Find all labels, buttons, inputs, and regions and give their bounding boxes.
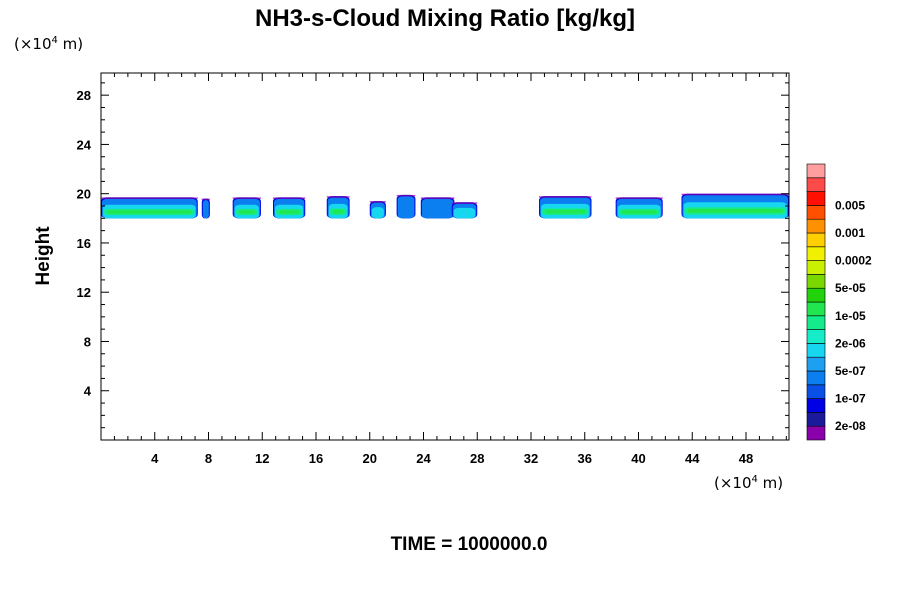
y-tick-label: 4 xyxy=(84,384,92,399)
cloud-blob xyxy=(273,197,306,219)
colorbar-swatch xyxy=(806,329,826,344)
colorbar: 2e-08 1e-07 5e-07 2e-06 1e-05 5e-05 0.0002 0.00… xyxy=(806,163,872,441)
colorbar-label: 5e-07 xyxy=(835,364,866,378)
colorbar-swatch xyxy=(806,412,826,427)
x-tick-label: 44 xyxy=(685,451,700,466)
x-axis-ticks: 4 8 12 16 20 24 28 32 36 40 44 48 xyxy=(113,73,787,466)
cloud-layer-mid xyxy=(202,200,209,219)
colorbar-swatch xyxy=(806,191,826,206)
x-tick-label: 16 xyxy=(309,451,323,466)
y-axis-unit: (×104 m) xyxy=(14,35,83,53)
cloud-layer-core xyxy=(621,210,657,214)
colorbar-swatch xyxy=(806,232,826,248)
cloud-layer-core xyxy=(332,209,344,214)
cloud-blob xyxy=(396,194,416,219)
colorbar-swatch xyxy=(806,260,826,275)
time-label: TIME = 1000000.0 xyxy=(391,534,548,555)
cloud-layer-top-edge xyxy=(539,196,592,198)
cloud-blob xyxy=(101,197,198,219)
cloud-layer-top-edge xyxy=(326,196,350,198)
cloud-layer-top-edge xyxy=(396,194,416,197)
y-axis-label: Height xyxy=(33,226,54,286)
y-tick-label: 16 xyxy=(77,236,91,251)
colorbar-swatch xyxy=(806,218,826,234)
colorbar-label: 0.001 xyxy=(835,226,865,240)
x-tick-label: 12 xyxy=(255,451,269,466)
cloud-layer-cyan xyxy=(371,207,384,219)
cloud-layer-top-edge xyxy=(420,197,455,199)
x-tick-label: 32 xyxy=(524,451,538,466)
colorbar-swatch xyxy=(806,246,826,261)
cloud-layer-top-edge xyxy=(681,193,789,196)
cloud-layer xyxy=(101,193,789,219)
colorbar-label: 0.005 xyxy=(835,198,865,212)
cloud-blob xyxy=(420,197,455,219)
colorbar-swatch xyxy=(806,343,826,358)
colorbar-swatch xyxy=(806,398,826,413)
cloud-blob xyxy=(539,196,592,219)
y-axis-ticks: 4 8 12 16 20 24 28 xyxy=(77,82,789,429)
cloud-layer-top-edge xyxy=(201,198,210,201)
cloud-layer-top-edge xyxy=(451,202,478,204)
plot-frame xyxy=(100,72,790,441)
colorbar-swatch xyxy=(806,315,826,330)
cloud-layer-mid xyxy=(421,198,454,219)
cloud-blob xyxy=(615,197,663,219)
y-tick-label: 24 xyxy=(77,137,92,152)
colorbar-label: 1e-05 xyxy=(835,309,866,323)
x-tick-label: 4 xyxy=(151,451,159,466)
x-tick-label: 40 xyxy=(631,451,645,466)
colorbar-swatch xyxy=(806,384,826,399)
cloud-layer-cyan xyxy=(453,207,476,219)
cloud-layer-core xyxy=(107,210,192,214)
colorbar-label: 1e-07 xyxy=(835,392,866,406)
colorbar-swatch xyxy=(806,205,826,220)
colorbar-swatch xyxy=(806,356,826,372)
cloud-blob xyxy=(232,197,261,219)
cloud-layer-mid xyxy=(397,196,415,219)
cloud-layer-top-edge xyxy=(273,197,306,199)
x-axis-unit: (×104 m) xyxy=(714,474,783,492)
cloud-layer-top-edge xyxy=(101,197,198,199)
chart-title: NH3-s-Cloud Mixing Ratio [kg/kg] xyxy=(255,5,635,32)
cloud-blob xyxy=(369,201,386,219)
y-tick-label: 8 xyxy=(84,334,91,349)
x-tick-label: 20 xyxy=(363,451,377,466)
colorbar-swatch xyxy=(806,287,826,303)
y-tick-label: 12 xyxy=(77,285,91,300)
x-tick-label: 36 xyxy=(578,451,592,466)
plot-area xyxy=(101,73,789,440)
cloud-layer-core xyxy=(238,210,255,214)
y-tick-label: 20 xyxy=(77,187,91,202)
x-tick-label: 8 xyxy=(205,451,212,466)
x-tick-label: 48 xyxy=(739,451,753,466)
cloud-layer-core xyxy=(687,208,783,213)
x-tick-label: 24 xyxy=(416,451,431,466)
axes xyxy=(100,72,790,441)
colorbar-swatch xyxy=(806,370,826,386)
colorbar-swatch xyxy=(806,163,826,179)
cloud-blob xyxy=(451,202,478,219)
cloud-layer-core xyxy=(279,210,300,214)
x-tick-label: 28 xyxy=(470,451,484,466)
cloud-layer-top-edge xyxy=(615,197,663,199)
colorbar-swatch xyxy=(806,274,826,289)
y-tick-label: 28 xyxy=(77,88,91,103)
colorbar-label: 2e-06 xyxy=(835,336,866,350)
cloud-blob xyxy=(201,198,210,219)
cloud-layer-core xyxy=(545,209,586,214)
cloud-layer-top-edge xyxy=(232,197,261,199)
cloud-blob xyxy=(681,193,789,219)
colorbar-swatch xyxy=(806,301,826,317)
colorbar-label: 0.0002 xyxy=(835,254,872,268)
colorbar-label: 5e-05 xyxy=(835,281,866,295)
cloud-blob xyxy=(326,196,350,219)
colorbar-swatch xyxy=(806,425,826,441)
cloud-layer-top-edge xyxy=(369,201,386,203)
plot-background xyxy=(101,73,789,440)
colorbar-label: 2e-08 xyxy=(835,419,866,433)
colorbar-swatch xyxy=(806,177,826,192)
